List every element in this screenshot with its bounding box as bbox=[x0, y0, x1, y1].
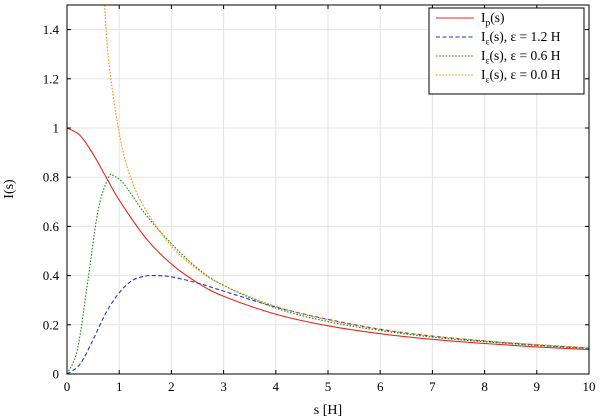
legend-label-subscript: p bbox=[486, 19, 491, 29]
legend-label-subscript: ε bbox=[486, 76, 490, 86]
x-tick-label: 8 bbox=[481, 379, 488, 394]
y-tick-label: 1.2 bbox=[43, 71, 59, 86]
legend-label-base: I bbox=[481, 67, 486, 82]
x-tick-label: 10 bbox=[583, 379, 596, 394]
legend-label-4: Iε(s), ε = 0.0 H bbox=[481, 67, 561, 86]
y-tick-label: 0.2 bbox=[43, 317, 59, 332]
x-tick-label: 0 bbox=[64, 379, 71, 394]
legend-label-subscript: ε bbox=[486, 38, 490, 48]
y-tick-label: 1 bbox=[53, 121, 60, 136]
y-axis-label: I(s) bbox=[2, 179, 17, 199]
x-tick-label: 3 bbox=[220, 379, 227, 394]
y-tick-label: 0 bbox=[53, 367, 60, 382]
series-line-4 bbox=[104, 5, 589, 349]
x-tick-label: 7 bbox=[429, 379, 436, 394]
series-line-2 bbox=[67, 274, 589, 374]
legend-label-base: I bbox=[481, 29, 486, 44]
legend-label-1: Ip(s) bbox=[481, 10, 505, 29]
y-tick-label: 0.8 bbox=[43, 170, 59, 185]
y-tick-label: 0.4 bbox=[43, 268, 60, 283]
x-tick-label: 2 bbox=[168, 379, 175, 394]
legend-label-base: I bbox=[481, 10, 486, 25]
series-line-1 bbox=[67, 127, 589, 351]
x-axis-label: s [H] bbox=[314, 403, 342, 418]
legend-label-3: Iε(s), ε = 0.6 H bbox=[481, 48, 561, 67]
legend-box bbox=[428, 7, 585, 95]
legend-label-rest: (s), ε = 0.6 H bbox=[490, 48, 561, 63]
legend-label-2: Iε(s), ε = 1.2 H bbox=[481, 29, 561, 48]
x-tick-label: 5 bbox=[325, 379, 332, 394]
x-tick-label: 4 bbox=[273, 379, 280, 394]
legend-label-rest: (s) bbox=[490, 10, 504, 25]
legend: Ip(s)Iε(s), ε = 1.2 HIε(s), ε = 0.6 HIε(… bbox=[428, 7, 585, 95]
x-tick-label: 9 bbox=[534, 379, 541, 394]
x-tick-label: 1 bbox=[116, 379, 123, 394]
legend-label-rest: (s), ε = 1.2 H bbox=[490, 29, 561, 44]
legend-label-rest: (s), ε = 0.0 H bbox=[490, 67, 561, 82]
legend-label-base: I bbox=[481, 48, 486, 63]
series-layer bbox=[67, 5, 589, 374]
y-tick-label: 1.4 bbox=[43, 22, 60, 37]
axis-ticks: 0 1 2 3 4 5 6 7 8 9 10 0 0.2 0.4 0.6 0.8 1 1.2 1.4 bbox=[43, 5, 596, 394]
legend-label-subscript: ε bbox=[486, 57, 490, 67]
x-tick-label: 6 bbox=[377, 379, 384, 394]
y-tick-label: 0.6 bbox=[43, 219, 60, 234]
